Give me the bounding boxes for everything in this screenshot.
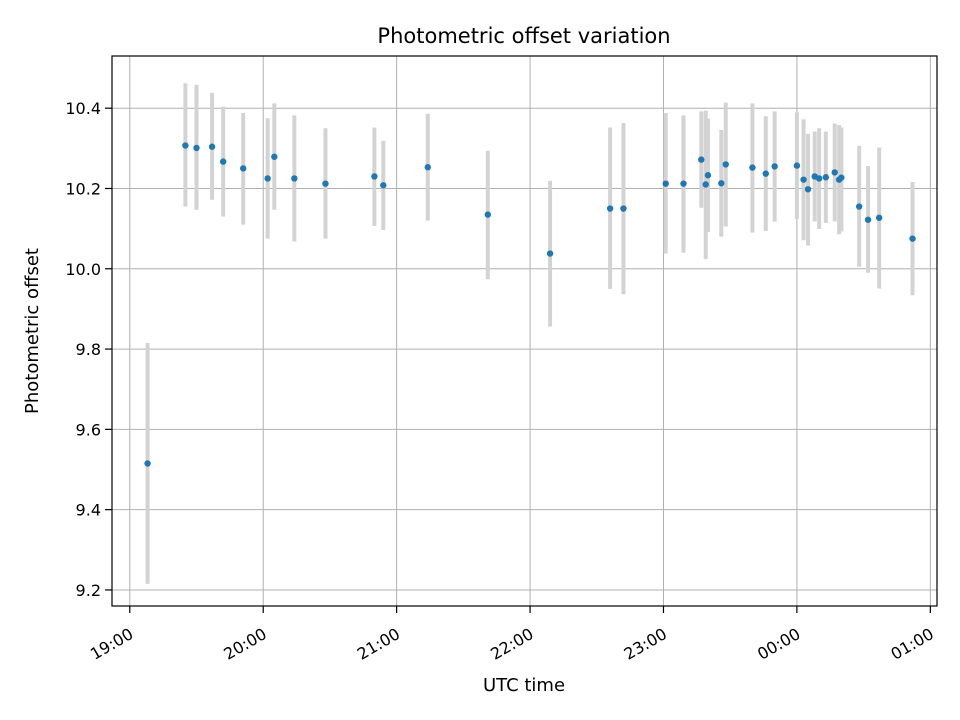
data-point [546,250,554,257]
data-point [219,158,227,165]
data-point [322,180,329,187]
y-tick-label: 9.2 [76,581,101,600]
data-point [424,164,431,171]
y-tick-label: 9.6 [76,420,101,439]
data-point [762,170,769,177]
data-point [800,176,807,183]
data-point [371,173,378,180]
y-axis-label: Photometric offset [22,248,43,414]
y-tick-label: 10.0 [65,260,101,279]
data-point [193,144,200,152]
data-point [771,163,778,170]
data-point [182,142,189,149]
data-point [620,205,627,212]
data-point [855,203,863,210]
data-point [264,175,271,182]
data-point [484,211,492,218]
data-point [606,205,614,212]
data-point [722,161,729,168]
data-point [208,143,216,150]
data-points [144,142,916,467]
data-point [831,169,838,176]
y-tick-label: 9.8 [76,340,101,359]
data-point [680,180,687,187]
data-point [698,156,705,163]
plot-frame [111,55,938,607]
data-point [838,174,845,181]
data-point [271,153,278,160]
data-point [749,164,756,171]
grid [112,56,937,606]
data-point [909,235,916,242]
data-point [822,174,830,181]
data-point [704,172,712,179]
data-point [144,460,151,467]
y-axis-ticks: 9.2 9.4 9.6 9.8 10.0 10.2 10.4 [65,99,112,600]
y-tick-label: 9.4 [76,501,101,520]
chart-title: Photometric offset variation [377,24,670,48]
data-point [291,175,298,182]
x-axis-label: UTC time [483,675,565,696]
data-point [864,216,872,223]
data-point [380,182,387,189]
data-point [702,181,709,188]
data-point [662,180,669,187]
y-tick-label: 10.2 [65,179,101,198]
data-point [793,162,801,169]
data-point [718,180,725,187]
data-point [815,175,823,182]
data-point [875,214,883,221]
data-point [804,186,812,193]
data-point [239,165,247,172]
y-tick-label: 10.4 [65,99,101,118]
